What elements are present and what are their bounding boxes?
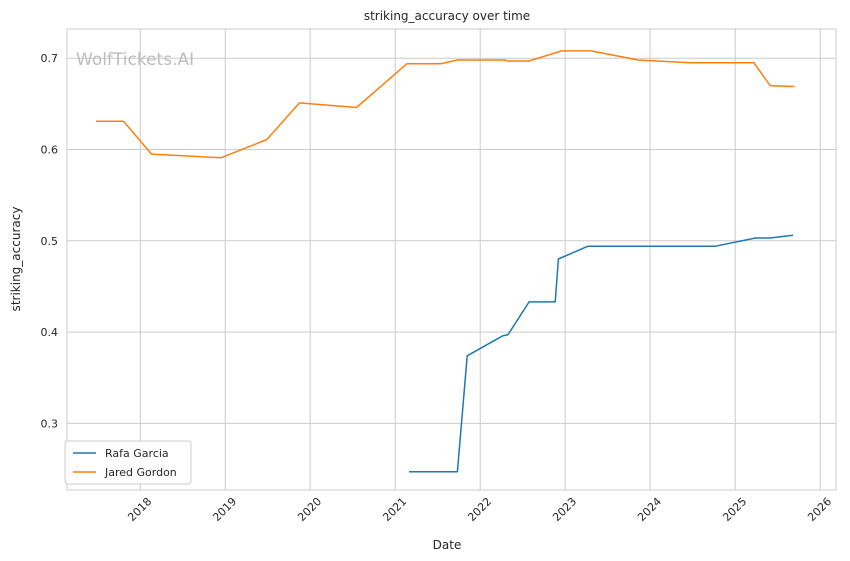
x-tick-label: 2021 xyxy=(380,495,409,524)
series-line-rafa-garcia xyxy=(409,234,794,473)
series-lines xyxy=(96,50,795,473)
x-tick-labels: 2018 2019 2020 2021 2022 2023 2024 2025 2026 xyxy=(125,495,834,524)
legend: Rafa Garcia Jared Gordon xyxy=(64,440,192,485)
y-tick-label: 0.6 xyxy=(41,143,59,156)
x-tick-label: 2023 xyxy=(550,495,579,524)
series-line-jared-gordon xyxy=(96,50,795,159)
x-tick-label: 2024 xyxy=(635,495,664,524)
x-tick-label: 2020 xyxy=(295,495,324,524)
legend-box xyxy=(64,440,192,485)
y-tick-label: 0.7 xyxy=(41,52,59,65)
y-tick-label: 0.5 xyxy=(41,235,59,248)
x-tick-label: 2019 xyxy=(210,495,239,524)
x-tick-label: 2018 xyxy=(125,495,154,524)
x-tick-label: 2026 xyxy=(805,495,834,524)
x-axis-label: Date xyxy=(433,538,462,552)
y-tick-label: 0.3 xyxy=(41,417,59,430)
plot-area xyxy=(67,29,836,490)
grid-lines xyxy=(67,29,836,490)
plot-frame xyxy=(66,28,837,491)
legend-label-jared-gordon: Jared Gordon xyxy=(104,466,177,479)
chart-title: striking_accuracy over time xyxy=(364,9,530,23)
x-tick-label: 2022 xyxy=(465,495,494,524)
y-tick-labels: 0.3 0.4 0.5 0.6 0.7 xyxy=(41,52,59,430)
watermark: WolfTickets.AI xyxy=(76,50,194,70)
legend-label-rafa-garcia: Rafa Garcia xyxy=(105,447,169,460)
y-tick-label: 0.4 xyxy=(41,326,59,339)
y-axis-label: striking_accuracy xyxy=(9,207,23,312)
x-tick-label: 2025 xyxy=(720,495,749,524)
